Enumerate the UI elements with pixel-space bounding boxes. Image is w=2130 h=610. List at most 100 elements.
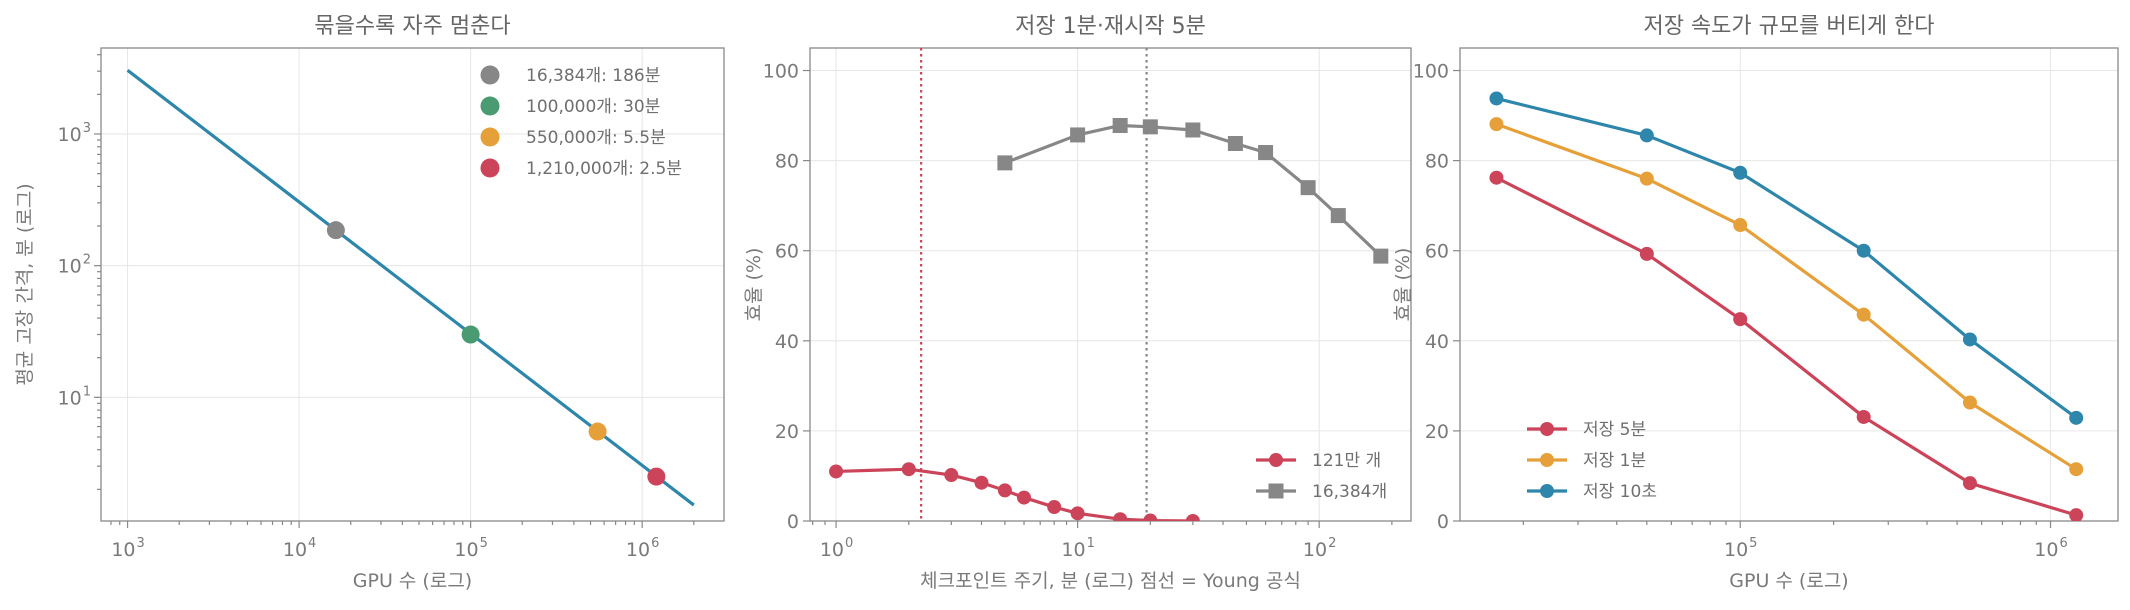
chart-title: 묶을수록 자주 멈춘다	[314, 14, 510, 39]
legend-label: 저장 5분	[1583, 420, 1646, 440]
y-tick-label: 20	[775, 421, 799, 443]
series-point	[1639, 171, 1654, 186]
series-point	[829, 464, 844, 479]
tick-label: 10	[626, 539, 650, 561]
tick-label-exponent: 2	[1328, 536, 1336, 551]
legend-label: 121만 개	[1312, 451, 1381, 471]
legend-label: 100,000개: 30분	[526, 97, 660, 117]
y-axis-label: 효율 (%)	[743, 248, 765, 322]
series-point	[1856, 243, 1871, 258]
series-point	[997, 155, 1013, 171]
legend-marker	[1268, 483, 1284, 499]
tick-label-exponent: 6	[651, 536, 659, 551]
plot-frame	[1459, 47, 2119, 522]
tick-label-exponent: 6	[2059, 536, 2067, 551]
series-line	[1004, 123, 1382, 258]
series-point	[1489, 117, 1504, 132]
highlight-point	[647, 467, 666, 486]
tick-label: 10	[58, 124, 82, 146]
y-tick-label: 0	[1437, 511, 1449, 533]
series-point	[2069, 410, 2084, 425]
tick-label: 10	[1303, 539, 1327, 561]
y-tick-label: 60	[1425, 241, 1449, 263]
y-tick-label: 40	[775, 331, 799, 353]
y-tick-label: 0	[787, 511, 799, 533]
y-tick-label: 80	[775, 151, 799, 173]
series-point	[1113, 512, 1128, 521]
legend: 16,384개: 186분 100,000개: 30분 550,000개: 5.5분…	[480, 65, 682, 179]
series-point	[1300, 180, 1316, 196]
series-point	[1142, 119, 1158, 135]
legend-label: 저장 10초	[1583, 482, 1657, 502]
plot-area	[829, 48, 1389, 521]
tick-label-exponent: 5	[1749, 536, 1757, 551]
tick-label-exponent: 4	[308, 536, 316, 551]
gridlines	[1460, 48, 2118, 522]
series-point	[1856, 307, 1871, 322]
tick-label: 10	[2034, 539, 2058, 561]
series-point	[1185, 122, 1201, 138]
gridlines	[101, 48, 724, 521]
legend-marker	[480, 65, 500, 85]
chart-title: 저장 1분·재시작 5분	[1015, 14, 1206, 39]
legend-marker	[480, 96, 500, 116]
legend-marker	[480, 127, 500, 147]
highlight-point	[461, 325, 480, 344]
series-point	[1962, 476, 1977, 491]
series-point	[1373, 248, 1389, 264]
series-point	[944, 468, 959, 483]
y-tick-label: 100	[763, 61, 799, 83]
plot-area	[1489, 91, 2084, 521]
series-point	[901, 462, 916, 477]
highlight-point	[588, 422, 607, 441]
plot-frame	[100, 47, 725, 522]
series-point	[1047, 500, 1062, 515]
series-point	[1112, 117, 1128, 133]
series-point	[2069, 462, 2084, 477]
legend-label: 1,210,000개: 2.5분	[526, 159, 682, 179]
tick-label-exponent: 0	[845, 536, 853, 551]
plot-area	[126, 68, 695, 507]
series-point	[1070, 506, 1085, 521]
series-point	[1856, 409, 1871, 424]
series-point	[1258, 145, 1274, 161]
legend-marker	[1540, 453, 1554, 467]
x-axis-label: GPU 수 (로그)	[353, 570, 472, 592]
y-tick-label: 20	[1425, 421, 1449, 443]
y-tick-label: 40	[1425, 331, 1449, 353]
series-line	[1495, 122, 2078, 471]
x-axis-label: GPU 수 (로그)	[1729, 570, 1848, 592]
y-axis-label: 평균 고장 간격, 분 (로그)	[14, 183, 36, 385]
legend-marker	[1269, 453, 1283, 467]
series-point	[1330, 208, 1346, 224]
tick-label: 10	[1724, 539, 1748, 561]
x-axis-label: 체크포인트 주기, 분 (로그) 점선 = Young 공식	[920, 570, 1301, 592]
tick-label-exponent: 1	[1087, 536, 1095, 551]
legend-label: 16,384개: 186분	[526, 66, 660, 86]
y-axis-label: 효율 (%)	[1392, 248, 1414, 322]
series-point	[1733, 312, 1748, 327]
legend-marker	[1540, 484, 1554, 498]
y-tick-label: 60	[775, 241, 799, 263]
tick-label-exponent: 3	[137, 536, 145, 551]
series-point	[1639, 128, 1654, 143]
tick-label: 10	[283, 539, 307, 561]
series-line	[1495, 176, 2077, 517]
series-point	[1185, 514, 1200, 521]
legend: 121만 개 16,384개	[1256, 451, 1387, 502]
series-point	[1962, 395, 1977, 410]
plot-frame	[809, 47, 1412, 522]
tick-label-exponent: 1	[83, 384, 91, 399]
series-point	[1017, 490, 1032, 505]
series-point	[1639, 246, 1654, 261]
tick-label-exponent: 5	[480, 536, 488, 551]
tick-label: 10	[58, 387, 82, 409]
series-point	[997, 483, 1012, 498]
series-point	[1489, 170, 1504, 185]
series-point	[1143, 513, 1158, 521]
